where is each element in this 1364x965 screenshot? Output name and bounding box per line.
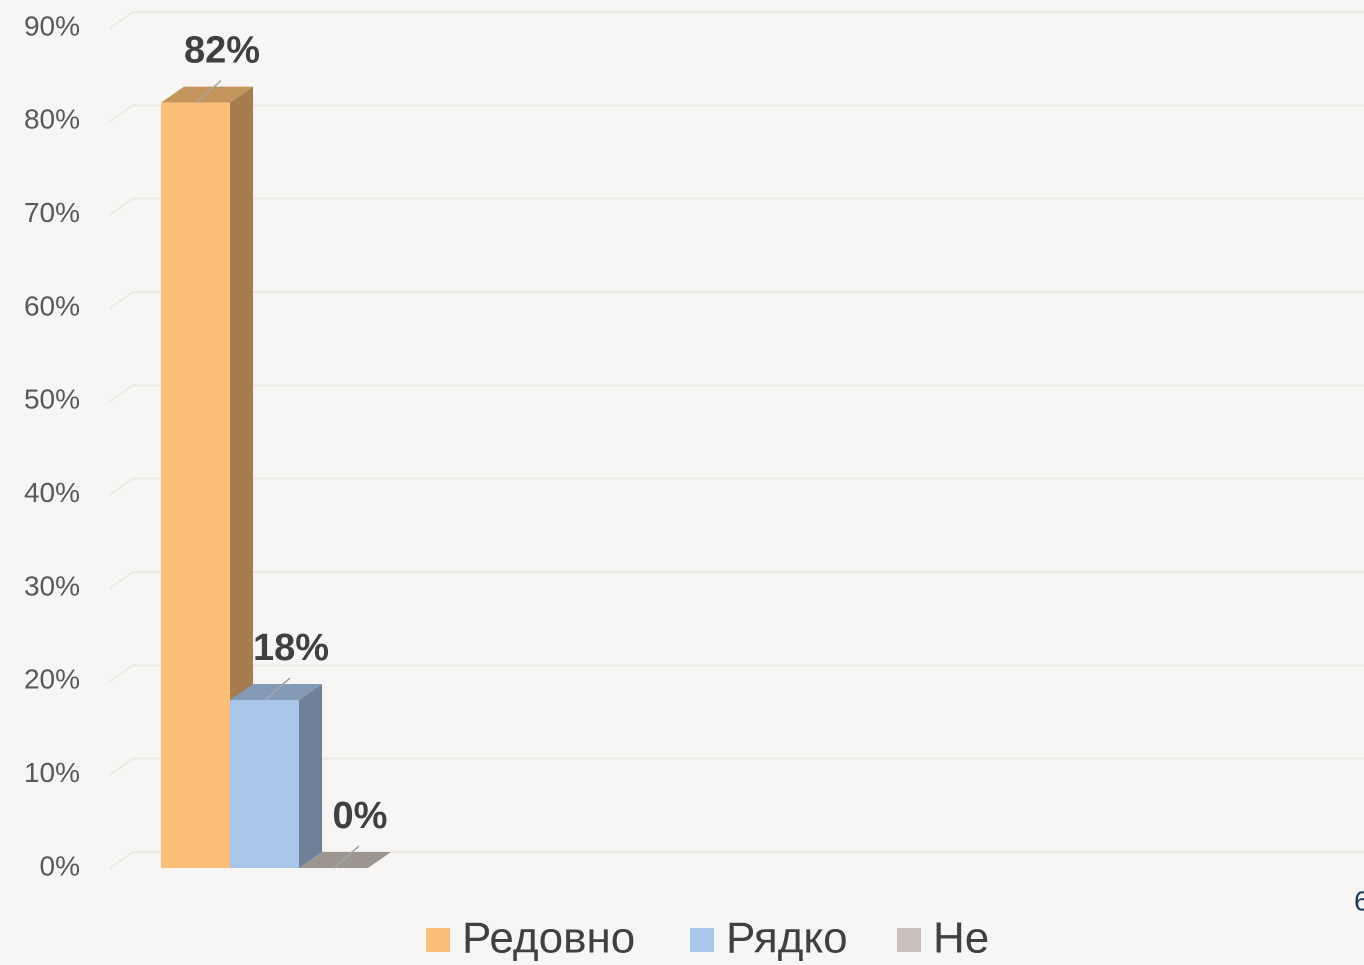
y-tick-label: 10% [24,757,80,788]
bar-top [161,86,253,103]
y-tick-label: 30% [24,570,80,601]
grid-line [109,384,1364,403]
y-tick-label: 90% [24,10,80,41]
bar [230,700,299,868]
y-tick-label: 50% [24,384,80,415]
grid-line [109,11,1364,29]
legend-label: Не [933,914,989,963]
bar-top [230,684,322,700]
grid-line [109,851,1364,869]
grid-line [109,104,1364,123]
y-tick-label: 20% [24,664,80,695]
grid-line [109,291,1364,309]
legend-swatch [426,928,450,952]
grid-line [109,664,1364,683]
bar-top [299,852,391,868]
leader-line [195,80,222,104]
y-tick-label: 80% [24,104,80,135]
data-label: 0% [333,795,388,837]
grid-line [109,757,1364,776]
y-tick-label: 60% [24,290,80,321]
grid-line [109,477,1364,496]
legend-swatch [897,928,921,952]
y-tick-label: 70% [24,197,80,228]
legend-label: Рядко [726,914,848,963]
page-number: 6 [1354,885,1364,916]
bar-side [299,684,322,868]
leader-line [264,677,291,701]
data-label: 82% [184,30,260,72]
grid-line [109,571,1364,589]
leader-line [333,845,360,869]
bar-side [230,86,253,868]
y-tick-label: 40% [24,477,80,508]
data-label: 18% [253,627,329,669]
y-tick-label: 0% [40,850,80,881]
bar [161,102,230,868]
grid-line [109,197,1364,216]
legend-swatch [690,928,714,952]
legend-label: Редовно [462,914,635,963]
